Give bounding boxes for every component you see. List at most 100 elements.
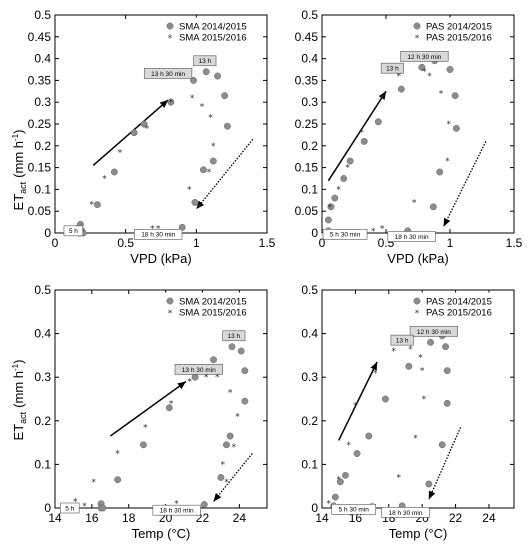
data-point-circle <box>429 203 437 211</box>
data-point-circle <box>130 129 138 137</box>
data-point-star: * <box>169 399 174 409</box>
legend-marker-star: * <box>415 34 420 44</box>
solid-trend-arrow <box>338 361 378 441</box>
panel-top-left-vpd-sma: 0 0.05 0.1 0.15 0.2 0.25 0.3 0.35 0.4 0.45 0.5 0 0.5… <box>28 8 276 266</box>
x-tick-label: 0 <box>319 236 326 250</box>
arrow-head <box>428 490 436 500</box>
time-annotation-box <box>63 225 84 237</box>
arrow-head <box>177 381 186 390</box>
y-tick-label: 0.05 <box>28 204 52 218</box>
y-tick-label: 0.25 <box>28 117 52 131</box>
legend-marker-circle <box>166 22 174 30</box>
data-point-star: * <box>102 175 107 185</box>
y-axis-label-top: ETact(mm h-1) <box>11 130 28 211</box>
data-point-circle <box>443 367 451 375</box>
data-point-star: * <box>228 388 233 398</box>
time-annotation-label: 13 h <box>386 66 399 73</box>
data-point-star: * <box>187 378 192 388</box>
y-tick-label: 0.05 <box>295 204 319 218</box>
legend-entry-label: SMA 2015/2016 <box>179 33 247 44</box>
time-annotation-box <box>390 334 414 346</box>
data-point-circle <box>327 203 335 211</box>
data-point-circle <box>114 476 122 484</box>
data-point-circle <box>443 399 451 407</box>
data-point-star: * <box>422 68 427 78</box>
data-point-circle <box>418 63 426 71</box>
legend-box <box>407 292 509 320</box>
data-point-star: * <box>422 395 427 405</box>
panel-top-right-vpd-pas: 00.050.10.150.20.250.30.350.40.450.50 0.5… <box>295 8 523 266</box>
y-tick-label: 0.15 <box>28 161 52 175</box>
data-point-circle <box>353 450 361 457</box>
data-point-circle <box>381 395 389 403</box>
data-point-circle <box>191 199 199 206</box>
data-point-star: * <box>89 201 94 211</box>
data-point-star: * <box>232 443 237 453</box>
data-point-star: * <box>82 502 87 512</box>
data-point-circle <box>360 137 368 145</box>
data-point-circle <box>222 441 230 449</box>
data-point-circle <box>397 85 405 93</box>
y-tick-label: 0.5 <box>34 8 51 22</box>
data-point-star: * <box>187 185 192 195</box>
x-tick-label: 0 <box>52 236 59 250</box>
arrow-head <box>378 91 386 100</box>
data-point-circle <box>341 471 349 479</box>
data-point-circle <box>210 356 217 364</box>
y-tick-label: 0.2 <box>301 139 318 153</box>
data-point-star: * <box>373 369 378 379</box>
y-tick-label: 0.45 <box>28 30 52 44</box>
y-tick-label: 0.2 <box>34 414 51 428</box>
y-tick-label: 0 <box>44 226 51 240</box>
data-point-circle <box>167 98 175 106</box>
data-point-circle <box>140 441 147 449</box>
data-point-circle <box>446 66 454 73</box>
data-point-circle <box>110 168 118 176</box>
data-point-star: * <box>380 94 385 104</box>
legend-marker-star: * <box>168 34 173 44</box>
y-tick-label: 0.1 <box>34 457 51 471</box>
data-point-star: * <box>353 402 358 412</box>
data-point-circle <box>221 92 229 100</box>
data-point-star: * <box>118 148 123 158</box>
data-point-star: * <box>207 168 212 178</box>
data-point-circle <box>191 373 199 381</box>
data-point-star: * <box>408 345 413 355</box>
data-point-circle <box>226 432 234 440</box>
data-point-star: * <box>445 157 450 167</box>
data-point-star: * <box>197 203 202 213</box>
legend-entry-label: PAS 2015/2016 <box>426 33 492 44</box>
y-tick-label: 0.4 <box>34 327 51 341</box>
time-annotation-label: 5 h 30 min <box>330 232 361 239</box>
y-tick-label: 0.35 <box>295 73 319 87</box>
y-tick-label: 0.5 <box>301 283 318 297</box>
data-point-circle <box>165 404 173 412</box>
x-axis-label: Temp (°C) <box>132 526 191 541</box>
arrow-head <box>443 217 451 227</box>
x-tick-label: 1 <box>447 236 454 250</box>
data-point-circle <box>451 92 459 100</box>
y-tick-label: 0.45 <box>295 30 319 44</box>
data-point-circle <box>241 397 249 405</box>
time-annotation-label: 5 h <box>65 505 74 512</box>
y-tick-label: 0.1 <box>301 457 318 471</box>
data-point-circle <box>190 76 197 84</box>
x-tick-label: 18 <box>122 511 136 525</box>
dotted-trend-arrow <box>195 138 254 210</box>
data-point-star: * <box>326 500 331 510</box>
data-point-circle <box>199 166 207 174</box>
data-point-circle <box>374 118 382 126</box>
time-annotation-box <box>193 55 217 67</box>
data-point-star: * <box>336 476 341 486</box>
data-point-star: * <box>412 198 417 208</box>
time-annotation-box <box>381 507 430 518</box>
data-point-star: * <box>418 354 423 364</box>
data-point-circle <box>223 122 231 130</box>
data-point-circle <box>228 343 236 351</box>
time-annotation-label: 5 h 30 min <box>339 507 370 514</box>
data-point-star: * <box>327 203 332 213</box>
time-annotation-box <box>60 502 80 514</box>
data-point-circle <box>436 168 444 176</box>
x-axis-label: VPD (kPa) <box>130 251 191 266</box>
x-tick-label: 24 <box>233 511 247 525</box>
